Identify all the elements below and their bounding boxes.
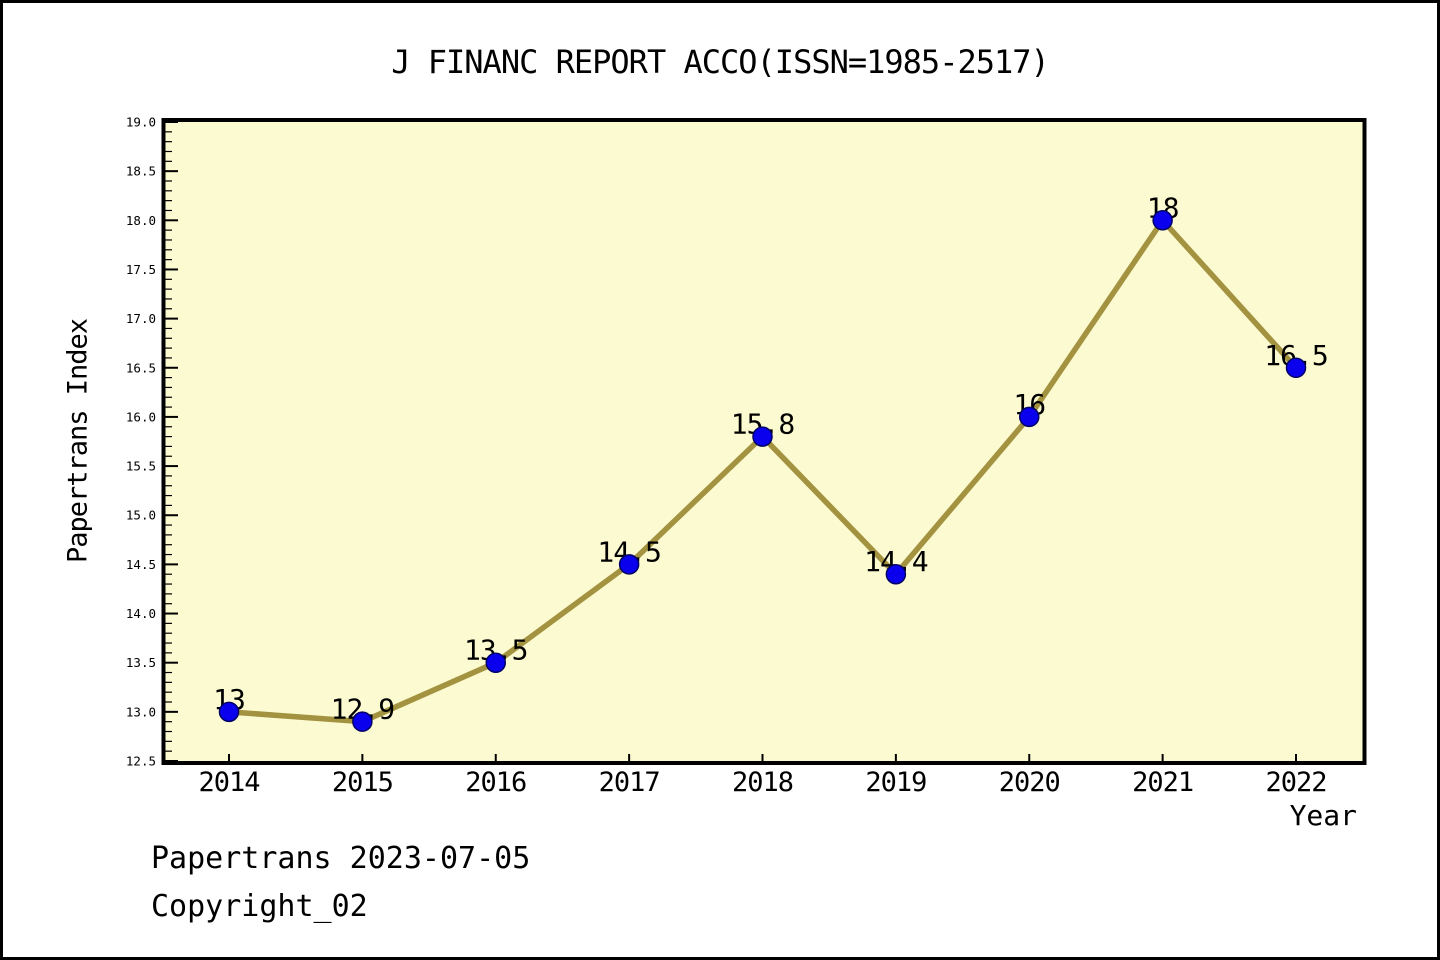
y-tick-label: 15.0 [126,508,156,523]
y-tick-label: 14.0 [126,606,156,621]
footer-source-date: Papertrans 2023-07-05 [151,841,531,876]
y-tick-label: 17.0 [126,311,156,326]
data-point [885,563,907,585]
footer-copyright: Copyright_02 [151,889,368,924]
y-tick-label: 14.5 [126,557,156,572]
x-tick-label: 2020 [999,767,1060,798]
y-tick-label: 16.0 [126,409,156,424]
x-axis-label: Year [1289,799,1357,832]
data-point [1019,406,1040,428]
chart-title: J FINANC REPORT ACCO(ISSN=1985-2517) [391,43,1050,81]
x-tick-label: 2014 [198,767,259,798]
y-tick-label: 13.0 [126,704,156,719]
chart-canvas: 12.5 13.0 13.5 14.0 14.5 15.0 15.5 16.0 16.5 17.0… [126,115,1367,798]
x-tick-label: 2022 [1265,767,1326,798]
data-point [352,711,373,732]
y-tick-label: 15.5 [126,459,156,474]
data-point [485,652,506,673]
y-tick-label: 17.5 [126,262,156,277]
data-point [1285,357,1307,379]
x-tick-label: 2016 [465,767,526,798]
x-tick-label: 2018 [732,767,793,798]
x-tick-label: 2015 [332,767,393,798]
y-tick-label: 18.5 [126,164,156,179]
y-tick-label: 18.0 [126,213,156,228]
data-point [218,701,240,723]
y-tick-label: 12.5 [126,754,156,769]
x-tick-label: 2019 [865,767,926,798]
y-tick-label: 19.0 [126,115,156,130]
data-point [752,426,773,447]
data-point [618,554,640,575]
x-tick-label: 2021 [1132,767,1193,798]
y-tick-label: 13.5 [126,655,156,670]
y-tick-label: 16.5 [126,360,156,375]
data-point [1152,210,1173,231]
x-tick-label: 2017 [599,767,660,798]
